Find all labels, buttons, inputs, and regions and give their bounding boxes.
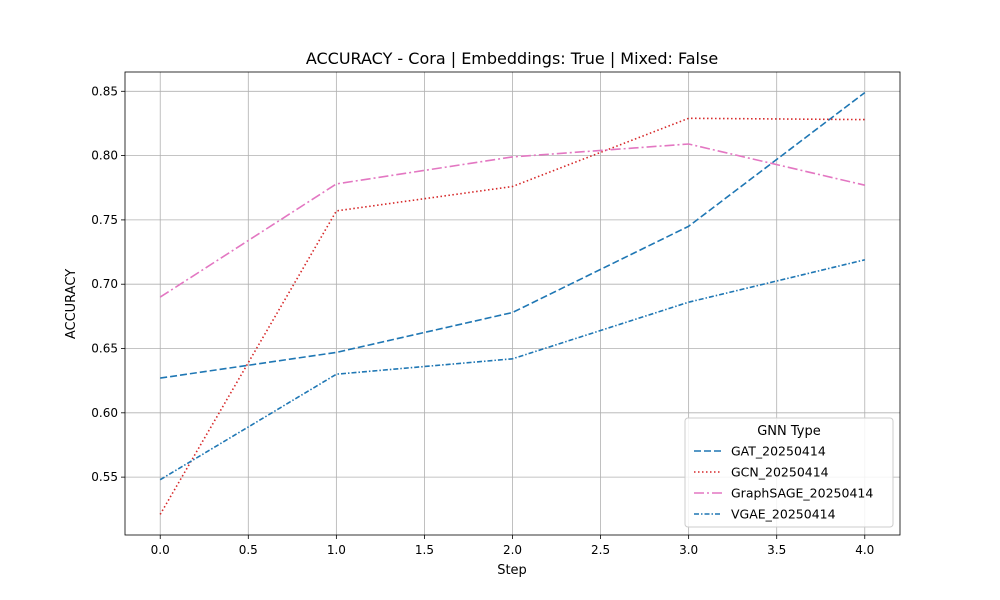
y-tick-label: 0.85 — [91, 84, 118, 98]
series-lines — [159, 91, 866, 515]
legend-item-label: GraphSAGE_20250414 — [731, 486, 873, 501]
series-line-GCN_20250414 — [159, 117, 865, 515]
y-axis-label: ACCURACY — [64, 269, 79, 339]
x-tick-label: 2.5 — [591, 543, 610, 557]
x-tick-label: 1.0 — [327, 543, 346, 557]
x-tick-label: 3.0 — [679, 543, 698, 557]
legend-items: GAT_20250414 GCN_20250414 GraphSAGE_202504… — [694, 444, 873, 522]
x-tick-label: 4.0 — [855, 543, 874, 557]
y-tick-label: 0.80 — [91, 149, 118, 163]
x-tick-label: 2.0 — [503, 543, 522, 557]
y-tick-label: 0.60 — [91, 406, 118, 420]
x-tick-label: 0.5 — [239, 543, 258, 557]
y-tick-label: 0.65 — [91, 342, 118, 356]
chart-title: ACCURACY - Cora | Embeddings: True | Mix… — [306, 49, 718, 68]
legend-item-label: GCN_20250414 — [731, 465, 829, 480]
series-line-GraphSAGE_20250414 — [159, 143, 865, 298]
legend-box — [684, 417, 894, 528]
legend-item-label: VGAE_20250414 — [731, 507, 836, 522]
x-axis-label: Step — [497, 563, 527, 578]
legend-title: GNN Type — [757, 424, 821, 439]
x-axis-ticks: 0.0 0.5 1.0 1.5 2.0 2.5 3.0 3.5 4.0 — [151, 535, 874, 557]
y-tick-label: 0.75 — [91, 213, 118, 227]
y-tick-label: 0.70 — [91, 277, 118, 291]
x-tick-label: 0.0 — [151, 543, 170, 557]
legend: GNN Type GAT_20250414 GCN_20250414 GraphSA… — [684, 417, 894, 528]
legend-item-label: GAT_20250414 — [731, 444, 826, 459]
series-line-VGAE_20250414 — [159, 259, 865, 481]
x-tick-label: 1.5 — [415, 543, 434, 557]
y-tick-label: 0.55 — [91, 470, 118, 484]
x-tick-label: 3.5 — [767, 543, 786, 557]
y-axis-ticks: 0.55 0.60 0.65 0.70 0.75 0.80 0.85 — [91, 84, 125, 484]
